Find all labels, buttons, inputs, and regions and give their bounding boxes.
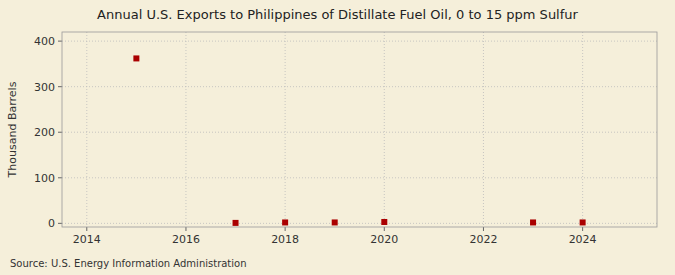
tick — [285, 227, 286, 231]
tick-label: 2022 — [469, 233, 497, 246]
grid-line — [185, 32, 186, 227]
tick — [58, 132, 62, 133]
tick-label: 300 — [34, 81, 55, 94]
tick-label: 2016 — [172, 233, 200, 246]
point — [282, 219, 288, 225]
tick — [58, 86, 62, 87]
tick-label: 2024 — [569, 233, 597, 246]
tick — [58, 223, 62, 224]
tick-label: 200 — [34, 126, 55, 139]
grid-line — [62, 223, 657, 224]
tick-label: 2020 — [370, 233, 398, 246]
point — [332, 219, 338, 225]
tick-label: 0 — [48, 217, 55, 230]
grid-line — [582, 32, 583, 227]
grid-line — [62, 86, 657, 87]
axes: 0 100 200 300 400 2014 2016 2018 2020 2022 2024 — [34, 32, 657, 246]
tick-label: 400 — [34, 35, 55, 48]
point — [233, 220, 239, 226]
point — [530, 219, 536, 225]
plot-frame — [62, 32, 657, 227]
background — [0, 0, 675, 275]
tick — [582, 227, 583, 231]
tick — [185, 227, 186, 231]
tick — [58, 41, 62, 42]
grid-line — [483, 32, 484, 227]
axis-label: Thousand Barrels — [6, 81, 19, 178]
point — [580, 219, 586, 225]
point — [133, 55, 139, 61]
grid-line — [285, 32, 286, 227]
grid-line — [62, 41, 657, 42]
points — [133, 55, 585, 225]
tick — [384, 227, 385, 231]
tick-label: 2014 — [73, 233, 101, 246]
grid-line — [384, 32, 385, 227]
title: Annual U.S. Exports to Philippines of Di… — [97, 7, 578, 22]
grid — [62, 32, 657, 227]
source-note: Source: U.S. Energy Information Administ… — [10, 258, 247, 269]
grid-line — [62, 132, 657, 133]
tick-label: 2018 — [271, 233, 299, 246]
grid-line — [62, 177, 657, 178]
tick-label: 100 — [34, 172, 55, 185]
tick — [86, 227, 87, 231]
grid-line — [86, 32, 87, 227]
tick — [58, 177, 62, 178]
tick — [483, 227, 484, 231]
point — [381, 219, 387, 225]
chart: 0 100 200 300 400 2014 2016 2018 2020 2022 2024 Ann… — [0, 0, 675, 275]
